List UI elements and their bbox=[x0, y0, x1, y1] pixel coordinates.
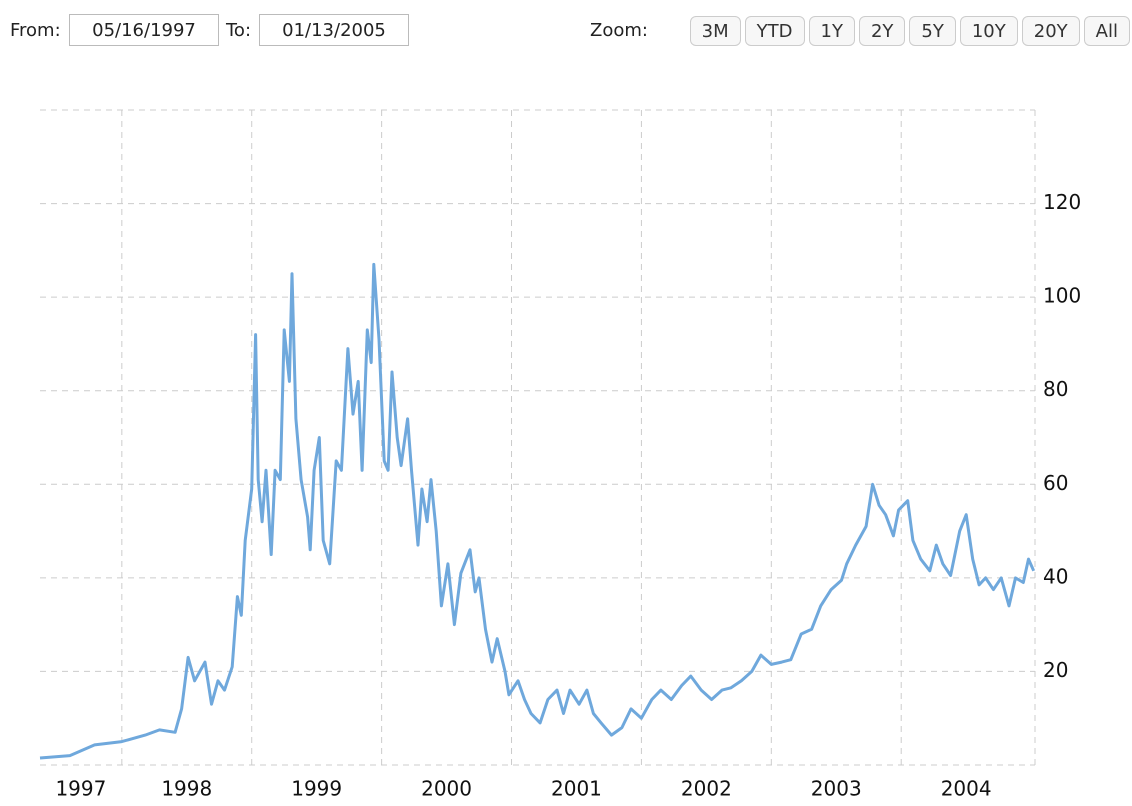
zoom-button[interactable]: 20Y bbox=[1021, 16, 1080, 46]
to-input[interactable]: 01/13/2005 bbox=[259, 14, 409, 46]
x-tick-label: 2003 bbox=[811, 777, 862, 801]
from-label: From: bbox=[10, 20, 61, 41]
zoom-button[interactable]: 5Y bbox=[909, 16, 956, 46]
y-tick-label: 60 bbox=[1043, 471, 1068, 495]
y-tick-label: 20 bbox=[1043, 658, 1068, 682]
y-tick-label: 80 bbox=[1043, 377, 1068, 401]
from-input[interactable]: 05/16/1997 bbox=[69, 14, 219, 46]
zoom-button[interactable]: 1Y bbox=[808, 16, 855, 46]
x-tick-label: 2001 bbox=[551, 777, 602, 801]
y-tick-label: 100 bbox=[1043, 284, 1081, 308]
zoom-button[interactable]: 3M bbox=[689, 16, 741, 46]
price-line bbox=[39, 262, 1036, 760]
x-tick-label: 2000 bbox=[421, 777, 472, 801]
zoom-button[interactable]: All bbox=[1083, 16, 1130, 46]
x-tick-label: 2004 bbox=[941, 777, 992, 801]
x-tick-label: 1999 bbox=[291, 777, 342, 801]
to-label: To: bbox=[226, 20, 252, 41]
zoom-button[interactable]: YTD bbox=[744, 16, 805, 46]
zoom-label: Zoom: bbox=[590, 20, 648, 41]
x-tick-label: 1998 bbox=[161, 777, 212, 801]
y-tick-label: 40 bbox=[1043, 564, 1068, 588]
y-tick-label: 120 bbox=[1043, 190, 1081, 214]
x-tick-label: 2002 bbox=[681, 777, 732, 801]
x-tick-label: 1997 bbox=[55, 777, 106, 801]
zoom-button[interactable]: 10Y bbox=[959, 16, 1018, 46]
zoom-button[interactable]: 2Y bbox=[858, 16, 906, 46]
zoom-buttons: 3M YTD 1Y 2Y 5Y 10Y 20Y All bbox=[689, 16, 1130, 46]
